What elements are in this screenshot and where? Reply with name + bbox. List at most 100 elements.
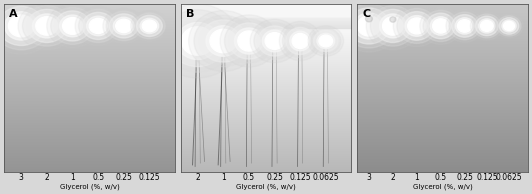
Ellipse shape — [79, 9, 118, 42]
Ellipse shape — [68, 22, 78, 30]
Ellipse shape — [41, 21, 53, 30]
Ellipse shape — [89, 18, 107, 33]
Ellipse shape — [497, 16, 521, 36]
Ellipse shape — [142, 20, 156, 32]
Ellipse shape — [18, 2, 76, 50]
Ellipse shape — [60, 15, 86, 37]
Ellipse shape — [452, 15, 478, 37]
Ellipse shape — [106, 11, 142, 41]
Ellipse shape — [262, 30, 287, 52]
Ellipse shape — [504, 21, 514, 30]
Ellipse shape — [292, 33, 308, 48]
Ellipse shape — [484, 23, 490, 29]
Ellipse shape — [458, 20, 472, 32]
Ellipse shape — [210, 29, 237, 53]
Ellipse shape — [495, 14, 523, 38]
Ellipse shape — [134, 13, 165, 39]
Ellipse shape — [206, 26, 240, 56]
Ellipse shape — [319, 35, 332, 47]
Ellipse shape — [0, 2, 49, 50]
Ellipse shape — [220, 15, 278, 67]
Ellipse shape — [27, 9, 67, 42]
Ellipse shape — [502, 20, 516, 32]
X-axis label: Glycerol (%, w/v): Glycerol (%, w/v) — [236, 183, 296, 190]
Ellipse shape — [254, 23, 295, 59]
Ellipse shape — [449, 12, 480, 40]
Ellipse shape — [55, 11, 90, 41]
Ellipse shape — [455, 18, 474, 34]
Ellipse shape — [317, 33, 335, 49]
Text: A: A — [9, 9, 18, 19]
Ellipse shape — [0, 6, 44, 46]
Ellipse shape — [311, 28, 341, 54]
Ellipse shape — [420, 7, 462, 44]
Ellipse shape — [120, 23, 128, 29]
Ellipse shape — [140, 18, 159, 34]
Ellipse shape — [22, 6, 71, 46]
Ellipse shape — [103, 9, 145, 43]
Ellipse shape — [379, 14, 406, 38]
Ellipse shape — [257, 26, 292, 56]
Ellipse shape — [393, 5, 440, 47]
Ellipse shape — [200, 20, 247, 62]
Ellipse shape — [75, 6, 121, 46]
Ellipse shape — [238, 31, 260, 51]
Ellipse shape — [243, 36, 254, 46]
Ellipse shape — [270, 37, 279, 45]
Ellipse shape — [113, 17, 134, 35]
Ellipse shape — [137, 15, 162, 36]
Ellipse shape — [473, 14, 501, 38]
Ellipse shape — [63, 18, 82, 34]
Ellipse shape — [433, 19, 448, 33]
Ellipse shape — [430, 17, 451, 35]
Ellipse shape — [308, 26, 344, 56]
Ellipse shape — [265, 33, 284, 49]
Ellipse shape — [116, 19, 132, 33]
Ellipse shape — [322, 38, 329, 44]
Ellipse shape — [169, 15, 227, 67]
Ellipse shape — [470, 12, 503, 40]
X-axis label: Glycerol (%, w/v): Glycerol (%, w/v) — [60, 183, 120, 190]
Ellipse shape — [131, 11, 168, 41]
Ellipse shape — [313, 30, 338, 52]
Ellipse shape — [506, 24, 512, 28]
Ellipse shape — [461, 23, 468, 29]
Ellipse shape — [354, 13, 384, 39]
Ellipse shape — [348, 8, 390, 44]
Ellipse shape — [343, 4, 395, 48]
Ellipse shape — [388, 21, 398, 30]
Ellipse shape — [15, 21, 28, 31]
Text: C: C — [362, 9, 370, 19]
Ellipse shape — [189, 34, 206, 48]
Ellipse shape — [412, 22, 421, 30]
Ellipse shape — [405, 16, 429, 36]
Ellipse shape — [476, 16, 498, 36]
Ellipse shape — [217, 35, 230, 47]
Ellipse shape — [9, 15, 34, 37]
Ellipse shape — [5, 12, 38, 40]
Ellipse shape — [390, 17, 396, 22]
Ellipse shape — [36, 17, 58, 35]
Ellipse shape — [366, 2, 420, 50]
Text: B: B — [186, 9, 194, 19]
Ellipse shape — [109, 14, 138, 38]
Ellipse shape — [296, 37, 304, 45]
Ellipse shape — [423, 10, 459, 42]
Ellipse shape — [235, 28, 263, 54]
Ellipse shape — [437, 22, 445, 29]
Ellipse shape — [397, 8, 437, 43]
Ellipse shape — [0, 0, 55, 54]
Ellipse shape — [146, 23, 153, 29]
Ellipse shape — [32, 14, 61, 38]
Ellipse shape — [480, 21, 493, 31]
Ellipse shape — [87, 16, 110, 36]
Ellipse shape — [426, 13, 455, 39]
Ellipse shape — [279, 21, 321, 61]
Ellipse shape — [177, 23, 219, 60]
Ellipse shape — [181, 27, 214, 55]
Ellipse shape — [363, 21, 375, 31]
Ellipse shape — [401, 12, 433, 40]
Ellipse shape — [94, 22, 103, 30]
Ellipse shape — [375, 9, 411, 42]
X-axis label: Glycerol (%, w/v): Glycerol (%, w/v) — [412, 183, 472, 190]
